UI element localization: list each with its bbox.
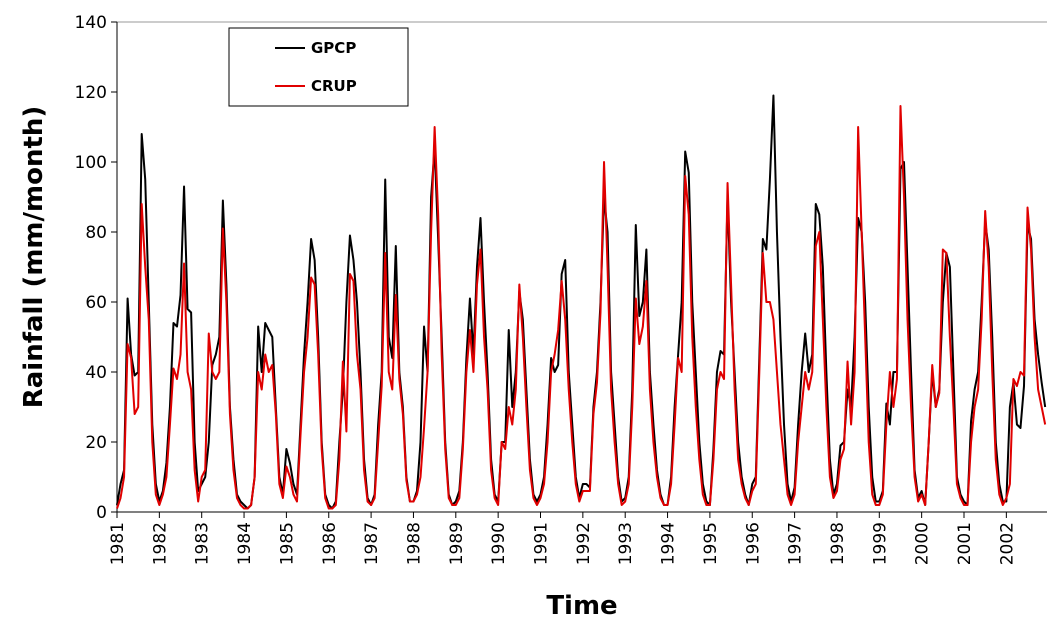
x-tick-label: 1989 bbox=[447, 522, 467, 565]
legend-label-gpcp: GPCP bbox=[311, 39, 356, 57]
x-tick-label: 1981 bbox=[108, 522, 128, 565]
x-tick-label: 1982 bbox=[150, 522, 170, 565]
x-tick-label: 1991 bbox=[532, 522, 552, 565]
series-line-gpcp bbox=[116, 94, 1047, 510]
x-tick-label: 1999 bbox=[870, 522, 890, 565]
y-axis: 0 20 40 60 80 100 120 140 bbox=[75, 13, 118, 523]
x-tick-label: 1986 bbox=[320, 522, 340, 565]
series-layer bbox=[116, 94, 1047, 510]
x-tick-label: 1998 bbox=[828, 522, 848, 565]
y-tick-label: 140 bbox=[75, 13, 107, 33]
y-tick-label: 0 bbox=[96, 503, 107, 523]
x-axis-title: Time bbox=[546, 591, 617, 621]
x-tick-label: 1984 bbox=[235, 522, 255, 565]
x-tick-label: 1983 bbox=[193, 522, 213, 565]
y-tick-label: 120 bbox=[75, 83, 107, 103]
y-tick-label: 60 bbox=[85, 293, 107, 313]
x-tick-label: 2001 bbox=[955, 522, 975, 565]
legend-box bbox=[228, 27, 409, 107]
x-tick-label: 1985 bbox=[277, 522, 297, 565]
legend-label-crup: CRUP bbox=[311, 77, 357, 95]
y-tick-label: 100 bbox=[75, 153, 107, 173]
x-tick-label: 2000 bbox=[913, 522, 933, 565]
x-tick-label: 1997 bbox=[786, 522, 806, 565]
y-axis-title: Rainfall (mm/month) bbox=[19, 106, 49, 409]
y-tick-label: 80 bbox=[85, 223, 107, 243]
x-tick-label: 1988 bbox=[404, 522, 424, 565]
x-tick-label: 1995 bbox=[701, 522, 721, 565]
x-tick-label: 2002 bbox=[997, 522, 1017, 565]
x-tick-label: 1996 bbox=[743, 522, 763, 565]
y-tick-label: 40 bbox=[85, 363, 107, 383]
x-axis: 1981 1982 1983 1984 1985 1986 1987 1988 1989 1990… bbox=[108, 511, 1047, 565]
x-tick-label: 1987 bbox=[362, 522, 382, 565]
series-line-crup bbox=[116, 105, 1047, 510]
legend: GPCP CRUP bbox=[228, 27, 409, 107]
x-tick-label: 1993 bbox=[616, 522, 636, 565]
x-tick-label: 1990 bbox=[489, 522, 509, 565]
x-tick-label: 1992 bbox=[574, 522, 594, 565]
x-tick-label: 1994 bbox=[659, 522, 679, 565]
y-tick-label: 20 bbox=[85, 433, 107, 453]
